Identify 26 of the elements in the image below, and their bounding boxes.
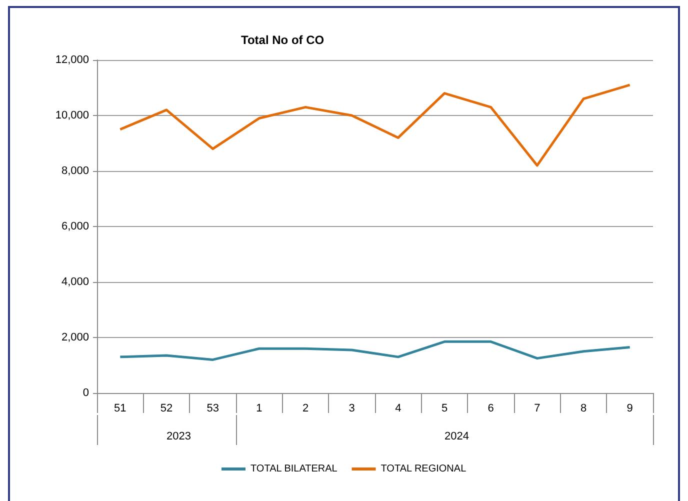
line-series [118,84,632,167]
x-tick-label: 2 [302,402,309,414]
y-tick-label: 10,000 [55,110,89,122]
y-tick-label: 2,000 [61,332,89,344]
x-tick-label: 6 [488,402,494,414]
legend-label: TOTAL REGIONAL [380,464,467,474]
x-tick-label: 3 [348,402,355,414]
x-tick-label: 9 [626,402,633,414]
y-tick-label: 4,000 [61,276,89,288]
y-tick-label: 6,000 [61,220,89,232]
y-tick-label: 8,000 [61,165,89,177]
x-tick-label: 4 [395,402,402,414]
x-tick-label: 1 [256,402,262,414]
x-tick-label: 53 [206,402,219,414]
x-tick-label: 8 [580,402,587,414]
x-tick-label: 51 [114,402,126,414]
legend-label: TOTAL BILATERAL [250,464,338,474]
x-tick-label: 52 [160,402,173,414]
x-tick-label: 5 [441,402,448,414]
text: 2023 [166,430,191,442]
y-tick-label: 12,000 [55,54,89,66]
chart-title: Total No of CO [241,33,324,47]
text: 2024 [444,430,469,442]
line-series [118,340,632,361]
x-tick-label: 7 [534,402,540,414]
y-tick-label: 0 [82,387,89,399]
